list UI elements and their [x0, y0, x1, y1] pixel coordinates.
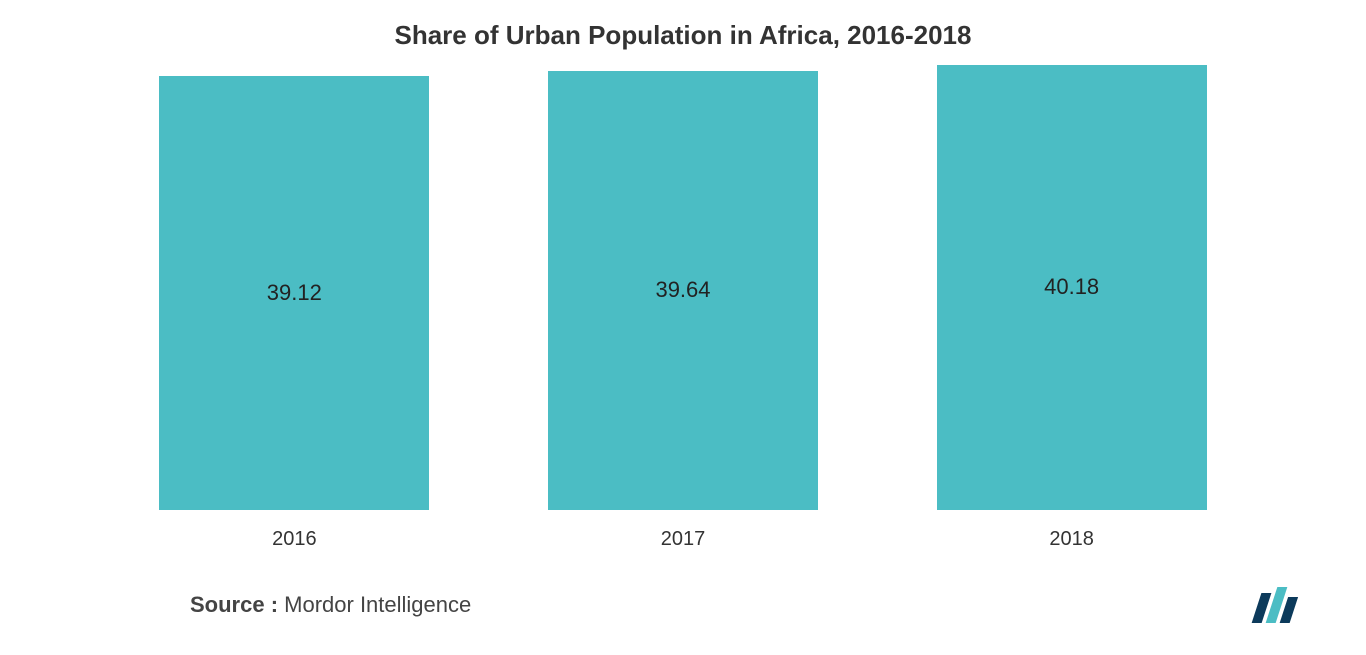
x-label-0: 2016 [272, 528, 317, 551]
bar-value-2: 40.18 [1044, 274, 1099, 300]
footer: Source : Mordor Intelligence [0, 585, 1366, 625]
bar-group-0: 39.12 2016 [100, 76, 489, 551]
x-label-2: 2018 [1049, 528, 1094, 551]
bar-2: 40.18 [937, 65, 1207, 510]
source-text: Mordor Intelligence [278, 592, 471, 617]
bar-value-0: 39.12 [267, 280, 322, 306]
source-label: Source : [190, 592, 278, 617]
source-line: Source : Mordor Intelligence [190, 592, 471, 618]
bar-group-2: 40.18 2018 [877, 65, 1266, 551]
chart-container: Share of Urban Population in Africa, 201… [0, 0, 1366, 655]
plot-area: 39.12 2016 39.64 2017 40.18 2018 [60, 91, 1306, 551]
x-label-1: 2017 [661, 528, 706, 551]
brand-logo-icon [1246, 585, 1306, 625]
bar-0: 39.12 [159, 76, 429, 510]
bar-1: 39.64 [548, 71, 818, 510]
bar-value-1: 39.64 [655, 277, 710, 303]
chart-title: Share of Urban Population in Africa, 201… [60, 20, 1306, 51]
bar-group-1: 39.64 2017 [489, 71, 878, 551]
